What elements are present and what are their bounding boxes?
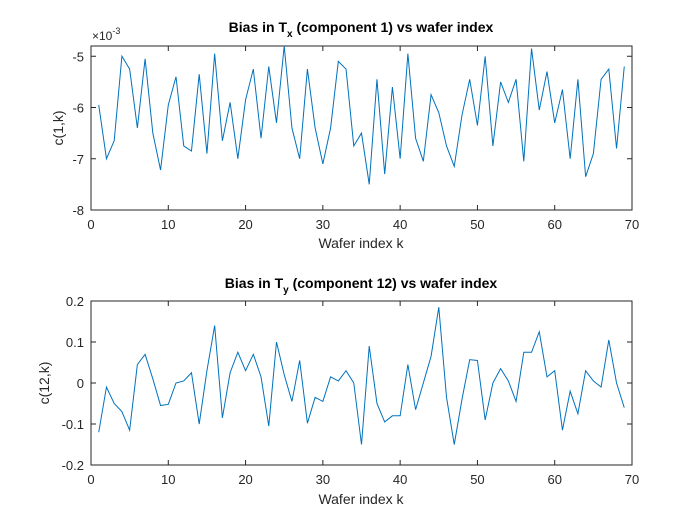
x-tick-label: 0 <box>87 472 94 487</box>
x-tick-label: 20 <box>238 472 252 487</box>
x-tick-label: 50 <box>470 472 484 487</box>
y-axis-label: c(12,k) <box>36 362 52 405</box>
subplot-title: Bias in Ty (component 12) vs wafer index <box>225 275 498 296</box>
x-tick-label: 50 <box>470 217 484 232</box>
series-line <box>98 45 625 185</box>
x-axis-label: Wafer index k <box>318 235 404 251</box>
x-tick-label: 20 <box>238 217 252 232</box>
x-tick-label: 70 <box>625 217 639 232</box>
x-tick-label: 10 <box>161 472 175 487</box>
y-tick-label: -0.2 <box>62 458 84 473</box>
x-tick-label: 10 <box>161 217 175 232</box>
y-tick-label: -8 <box>72 203 84 218</box>
axis-ticks: 0 10 20 30 40 50 60 70 -8 -7 -6 -5 <box>72 46 639 232</box>
x-tick-label: 30 <box>316 217 330 232</box>
x-tick-label: 40 <box>393 472 407 487</box>
subplot-ty-bias: Bias in Ty (component 12) vs wafer index… <box>36 275 639 507</box>
x-tick-label: 70 <box>625 472 639 487</box>
x-tick-label: 60 <box>547 217 561 232</box>
x-axis-label: Wafer index k <box>318 491 404 507</box>
subplot-tx-bias: Bias in Tx (component 1) vs wafer index … <box>50 19 639 251</box>
y-tick-label: 0 <box>77 376 84 391</box>
y-axis-label: c(1,k) <box>50 111 66 146</box>
axes-box <box>90 300 633 466</box>
axis-ticks: 0 10 20 30 40 50 60 70 -0.2 -0.1 0 0.1 0.2 <box>62 294 640 487</box>
y-tick-label: -5 <box>72 49 84 64</box>
x-tick-label: 0 <box>87 217 94 232</box>
x-tick-label: 30 <box>316 472 330 487</box>
y-exponent-label: ×10-3 <box>92 26 120 43</box>
series-line <box>98 307 625 445</box>
subplot-title: Bias in Tx (component 1) vs wafer index <box>229 19 494 40</box>
x-tick-label: 60 <box>547 472 561 487</box>
y-tick-label: -0.1 <box>62 417 84 432</box>
x-tick-label: 40 <box>393 217 407 232</box>
y-tick-label: -7 <box>72 152 84 167</box>
y-tick-label: 0.1 <box>66 335 84 350</box>
y-tick-label: 0.2 <box>66 294 84 309</box>
y-tick-label: -6 <box>72 101 84 116</box>
axes-box <box>90 45 633 211</box>
